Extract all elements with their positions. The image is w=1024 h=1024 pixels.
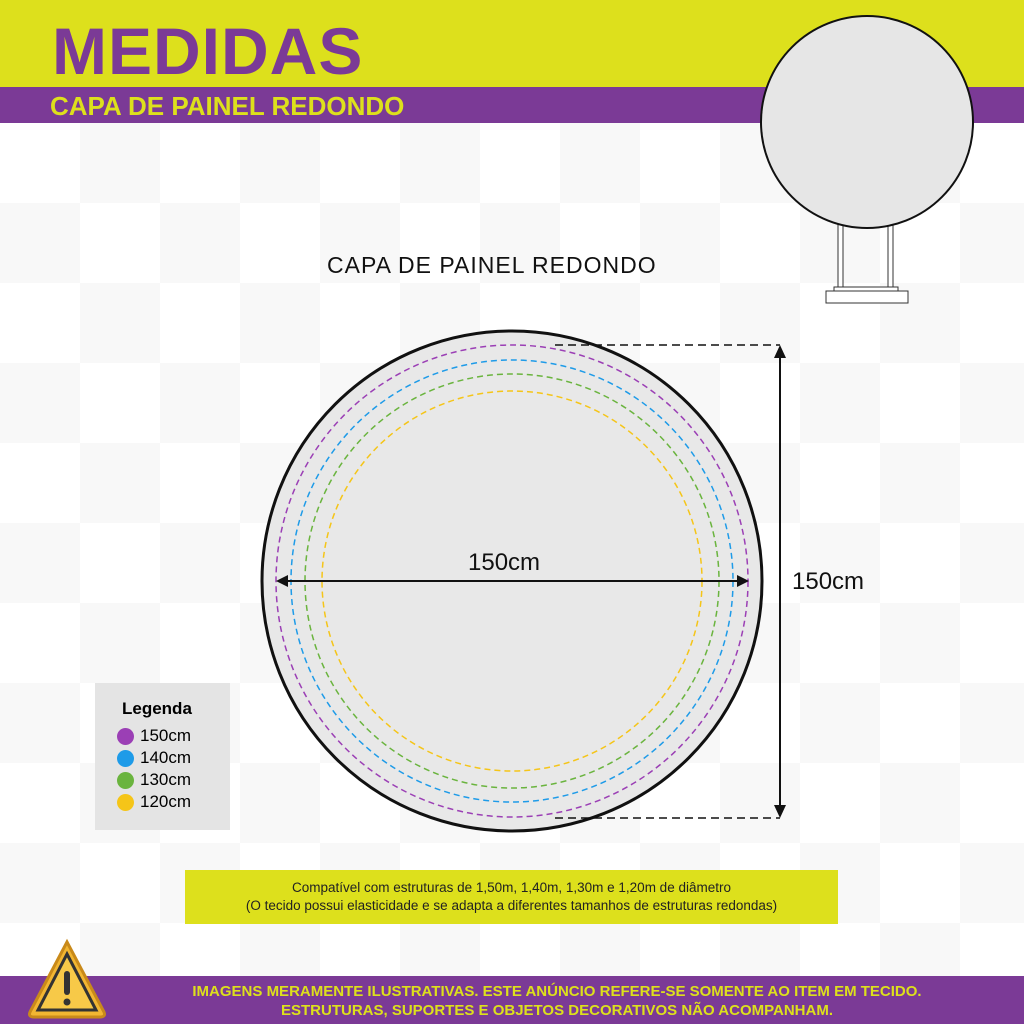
note-line-2: (O tecido possui elasticidade e se adapt… bbox=[245, 898, 778, 913]
legend-title: Legenda bbox=[122, 699, 192, 718]
legend-label: 120cm bbox=[140, 792, 192, 811]
legend-item: 140cm bbox=[117, 748, 191, 768]
legend-label: 130cm bbox=[140, 770, 192, 789]
green-dot-icon bbox=[117, 771, 134, 789]
height-label: 150cm bbox=[792, 568, 865, 595]
legend-label: 150cm bbox=[140, 726, 192, 745]
width-arrow bbox=[276, 575, 749, 587]
panel-stand-illustration bbox=[760, 15, 974, 304]
yellow-dot-icon bbox=[117, 793, 134, 811]
legend-item: 130cm bbox=[117, 770, 191, 790]
disclaimer-line-2: ESTRUTURAS, SUPORTES E OBJETOS DECORATIV… bbox=[281, 1002, 833, 1019]
note-line-1: Compatível com estruturas de 1,50m, 1,40… bbox=[292, 880, 731, 895]
diagram-caption: CAPA DE PAINEL REDONDO bbox=[327, 252, 657, 278]
purple-dot-icon bbox=[117, 727, 134, 745]
legend-label: 140cm bbox=[140, 748, 192, 767]
disclaimer-line-1: IMAGENS MERAMENTE ILUSTRATIVAS. ESTE ANÚ… bbox=[192, 983, 922, 1000]
page-subtitle: CAPA DE PAINEL REDONDO bbox=[50, 91, 405, 121]
width-label: 150cm bbox=[468, 549, 541, 576]
height-arrow bbox=[555, 344, 786, 819]
legend-item: 120cm bbox=[117, 792, 191, 812]
page-title: MEDIDAS bbox=[52, 14, 364, 88]
legend-item: 150cm bbox=[117, 726, 191, 746]
warning-icon bbox=[28, 938, 106, 1019]
disclaimer-footer: IMAGENS MERAMENTE ILUSTRATIVAS. ESTE ANÚ… bbox=[0, 976, 1024, 1024]
compatibility-note: Compatível com estruturas de 1,50m, 1,40… bbox=[185, 870, 838, 924]
blue-dot-icon bbox=[117, 749, 134, 767]
legend: Legenda 150cm 140cm 130cm 120cm bbox=[95, 683, 230, 830]
